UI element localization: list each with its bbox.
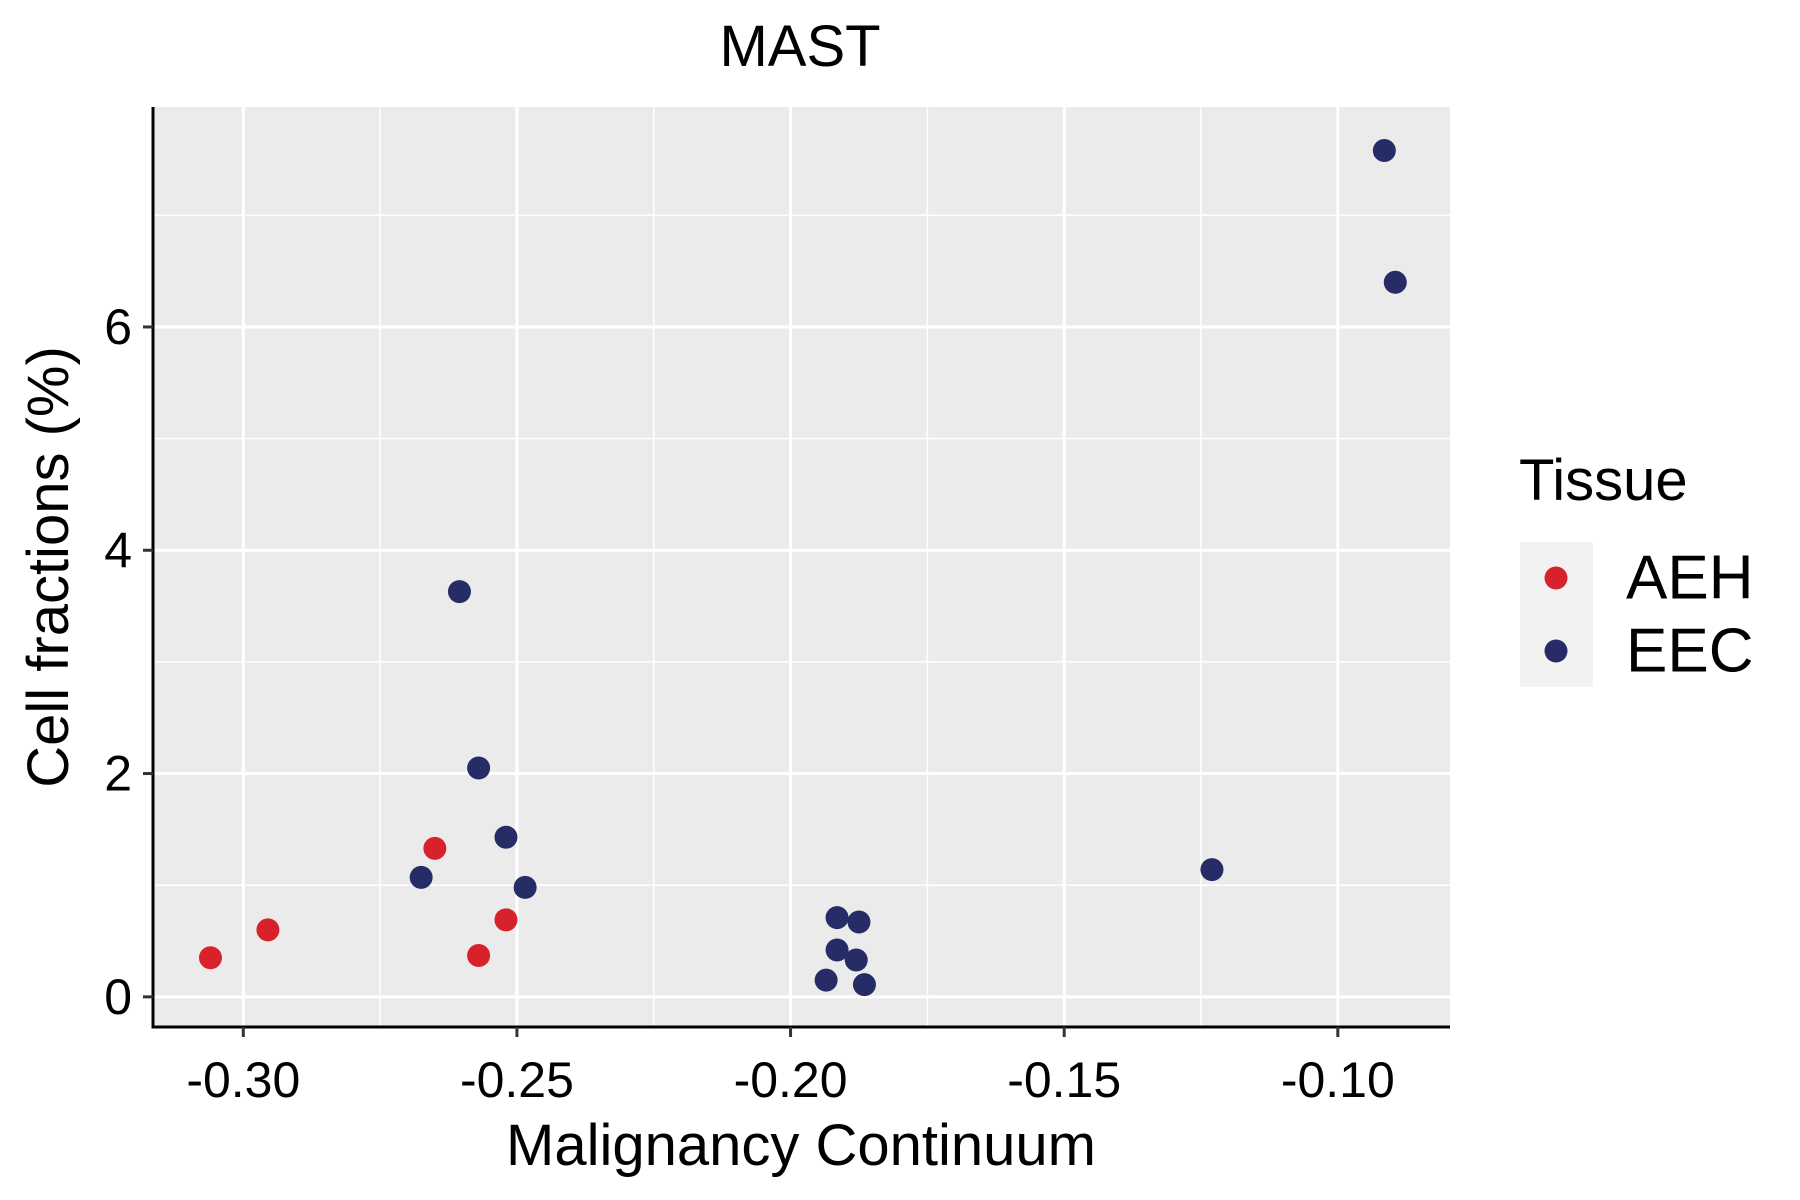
point-eec [825, 938, 849, 962]
point-aeh [423, 836, 447, 860]
point-eec [825, 906, 849, 930]
chart-title: MAST [719, 14, 880, 79]
point-eec [844, 948, 868, 972]
x-axis-title: Malignancy Continuum [506, 1113, 1096, 1178]
point-eec [814, 968, 838, 992]
x-tick-label: -0.30 [186, 1052, 300, 1108]
point-eec [847, 910, 871, 934]
point-eec [1200, 858, 1224, 882]
point-eec [467, 756, 491, 780]
legend-key-aeh [1544, 566, 1568, 590]
plot-panel [153, 107, 1450, 1027]
legend-title: Tissue [1519, 448, 1688, 513]
x-tick-label: -0.15 [1007, 1052, 1121, 1108]
point-aeh [494, 908, 518, 932]
point-eec [852, 973, 876, 997]
point-eec [513, 875, 537, 899]
point-aeh [467, 944, 491, 968]
y-axis-ticks: 0 2 4 6 [104, 299, 153, 1025]
y-tick-label: 6 [104, 299, 132, 355]
point-eec [1372, 139, 1396, 163]
x-tick-label: -0.10 [1281, 1052, 1395, 1108]
y-axis-title: Cell fractions (%) [16, 346, 81, 788]
x-tick-label: -0.20 [734, 1052, 848, 1108]
point-eec [494, 825, 518, 849]
grid-minor [153, 107, 1450, 1027]
y-tick-label: 0 [104, 969, 132, 1025]
legend-key-background [1520, 542, 1593, 687]
y-tick-label: 2 [104, 746, 132, 802]
point-eec [1383, 270, 1407, 294]
point-eec [447, 580, 471, 604]
y-tick-label: 4 [104, 522, 132, 578]
data-points [198, 139, 1407, 997]
legend-label-eec: EEC [1626, 617, 1753, 686]
x-tick-label: -0.25 [460, 1052, 574, 1108]
x-axis-ticks: -0.30 -0.25 -0.20 -0.15 -0.10 [186, 1027, 1395, 1108]
legend-key-eec [1544, 639, 1568, 663]
point-aeh [198, 946, 222, 970]
grid-major [153, 107, 1450, 1027]
point-eec [409, 865, 433, 889]
legend-label-aeh: AEH [1626, 544, 1753, 613]
point-aeh [256, 918, 280, 942]
